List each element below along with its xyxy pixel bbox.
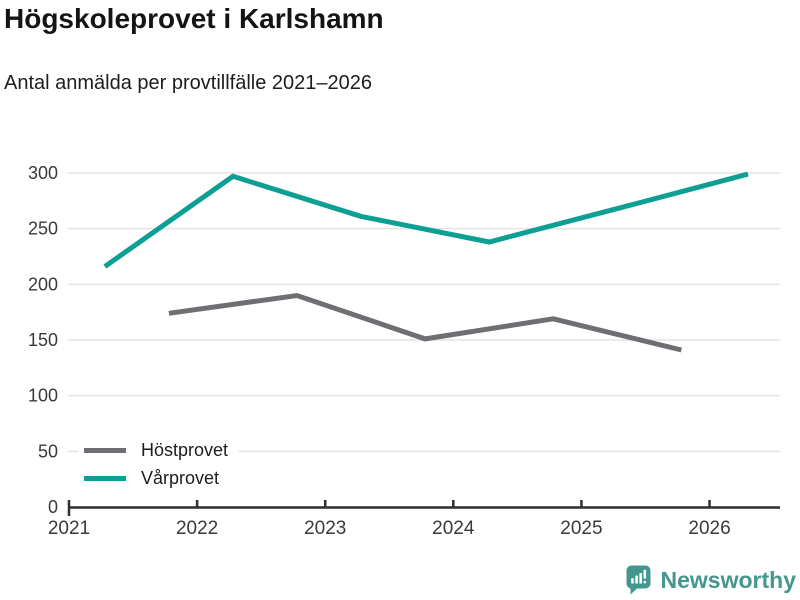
x-tick-label: 2025	[560, 518, 602, 539]
y-tick-label: 300	[28, 163, 58, 183]
newsworthy-logo-icon	[626, 565, 651, 595]
line-chart: 0 50 100 150 200 250 300 2021 2022 2023 2024 2025 20…	[28, 163, 780, 539]
y-tick-label: 250	[28, 219, 58, 239]
y-tick-label: 200	[28, 274, 58, 294]
brand-wordmark: Newsworthy	[660, 566, 796, 593]
series-line-höstprovet	[168, 292, 682, 353]
x-tick-label: 2026	[688, 518, 730, 539]
x-tick-label: 2021	[48, 518, 90, 539]
y-tick-label: 150	[28, 330, 58, 350]
brand-footer: Newsworthy	[626, 565, 796, 595]
y-tick-label: 50	[38, 441, 58, 461]
legend-item-hostprovet: Höstprovet	[84, 436, 228, 464]
legend-label-varprovet: Vårprovet	[141, 467, 220, 488]
y-tick-label: 100	[28, 386, 58, 406]
legend-swatch-varprovet	[84, 475, 126, 481]
x-tick-label: 2022	[176, 518, 218, 539]
y-tick-label: 0	[48, 497, 58, 517]
legend-item-varprovet: Vårprovet	[84, 464, 228, 492]
chart-legend: Höstprovet Vårprovet	[78, 434, 239, 494]
legend-label-hostprovet: Höstprovet	[141, 439, 229, 460]
legend-swatch-hostprovet	[84, 447, 126, 453]
chart-title: Högskoleprovet i Karlshamn	[4, 3, 384, 34]
series-line-vårprovet	[103, 171, 749, 269]
chart-subtitle: Antal anmälda per provtillfälle 2021–202…	[4, 72, 373, 94]
x-tick-label: 2023	[304, 518, 346, 539]
x-tick-label: 2024	[432, 518, 475, 539]
